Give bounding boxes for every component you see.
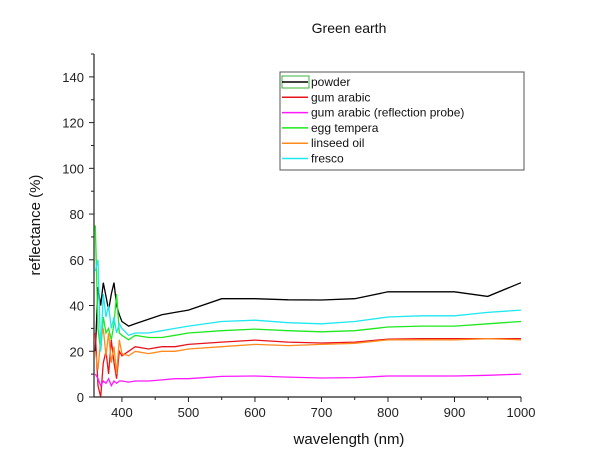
y-tick-label: 120	[62, 116, 84, 131]
x-tick-label: 500	[178, 405, 200, 420]
x-tick-label: 400	[111, 405, 133, 420]
y-tick-label: 100	[62, 161, 84, 176]
legend-box	[279, 71, 525, 171]
series-line-linseed-oil	[94, 328, 522, 375]
axes: 400 500 600 700 800 900 1000 0 20 40 60 80 100 120 140	[62, 53, 536, 420]
series-line-powder	[94, 282, 522, 352]
chart-title: Green earth	[312, 20, 387, 36]
x-tick-label: 600	[244, 405, 266, 420]
y-tick-label: 60	[70, 253, 84, 268]
legend-label: gum arabic	[311, 90, 370, 104]
legend-label: fresco	[311, 152, 344, 166]
y-tick-label: 20	[70, 344, 84, 359]
series-line-egg-tempera	[94, 225, 522, 352]
legend-label: egg tempera	[311, 121, 379, 135]
series-line-gum-arabic	[94, 332, 521, 398]
y-tick-label: 0	[77, 390, 84, 405]
legend-label: powder	[311, 75, 350, 89]
y-tick-label: 40	[70, 299, 84, 314]
x-tick-label: 800	[377, 405, 399, 420]
x-tick-label: 700	[311, 405, 333, 420]
y-tick-label: 80	[70, 207, 84, 222]
x-axis-label: wavelength (nm)	[293, 431, 405, 448]
legend-label: linseed oil	[311, 136, 364, 150]
y-tick-label: 140	[62, 70, 84, 85]
legend-label: gum arabic (reflection probe)	[311, 106, 464, 120]
y-axis-label: reflectance (%)	[27, 175, 44, 276]
x-tick-label: 900	[444, 405, 466, 420]
series-line-gum-arabic-reflection-probe-	[94, 373, 522, 388]
x-tick-label: 1000	[507, 405, 536, 420]
series-line-fresco	[94, 259, 522, 352]
series-layer	[94, 225, 522, 398]
